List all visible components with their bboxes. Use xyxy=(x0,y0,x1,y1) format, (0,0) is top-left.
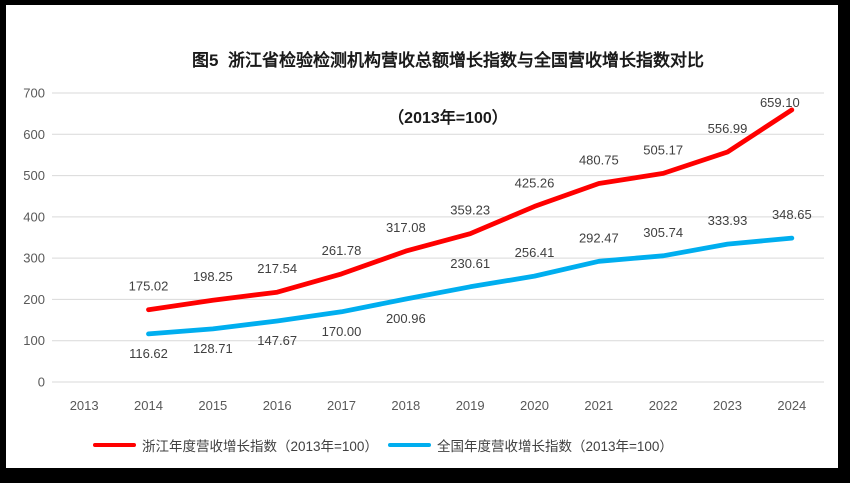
y-tick-label: 200 xyxy=(23,292,45,307)
y-tick-label: 700 xyxy=(23,86,45,101)
data-label: 505.17 xyxy=(643,142,683,157)
data-label: 348.65 xyxy=(772,207,812,222)
y-tick-label: 400 xyxy=(23,209,45,224)
chart-subtitle: （2013年=100） xyxy=(388,110,508,127)
legend-swatch-zhejiang-line xyxy=(93,442,136,448)
data-label: 556.99 xyxy=(708,121,748,136)
y-tick-label: 300 xyxy=(23,251,45,266)
x-tick-label: 2020 xyxy=(520,398,549,413)
data-label: 198.25 xyxy=(193,269,233,284)
data-label: 170.00 xyxy=(322,324,362,339)
data-label: 217.54 xyxy=(257,261,297,276)
series-line-1 xyxy=(146,235,795,337)
legend-label-zhejiang: 浙江年度营收增长指数（2013年=100） xyxy=(142,439,378,454)
data-label: 425.26 xyxy=(515,175,555,190)
legend-swatch-national-line xyxy=(387,442,431,448)
x-tick-label: 2024 xyxy=(777,398,806,413)
data-label: 116.62 xyxy=(129,346,168,361)
data-label: 333.93 xyxy=(708,213,748,228)
data-label: 305.74 xyxy=(643,225,683,240)
y-tick-label: 600 xyxy=(23,127,45,142)
x-tick-label: 2013 xyxy=(70,398,99,413)
x-tick-label: 2016 xyxy=(263,398,292,413)
data-label: 292.47 xyxy=(579,230,619,245)
data-label: 480.75 xyxy=(579,153,619,168)
x-tick-label: 2021 xyxy=(584,398,613,413)
y-tick-label: 100 xyxy=(23,333,45,348)
chart-title: 图5 浙江省检验检测机构营收总额增长指数与全国营收增长指数对比 xyxy=(192,51,704,70)
legend-label-national: 全国年度营收增长指数（2013年=100） xyxy=(436,439,673,454)
series-line-0 xyxy=(146,107,795,313)
data-label: 317.08 xyxy=(386,220,426,235)
data-label: 175.02 xyxy=(129,279,169,294)
data-label: 147.67 xyxy=(257,333,297,348)
x-tick-label: 2022 xyxy=(649,398,678,413)
data-label: 200.96 xyxy=(386,311,426,326)
x-tick-label: 2023 xyxy=(713,398,742,413)
data-label: 359.23 xyxy=(450,203,490,218)
x-tick-label: 2015 xyxy=(198,398,227,413)
data-label: 659.10 xyxy=(760,95,800,110)
y-tick-label: 500 xyxy=(23,168,45,183)
chart-title-block: 图5 浙江省检验检测机构营收总额增长指数与全国营收增长指数对比 （2013年=1… xyxy=(46,14,850,166)
x-tick-label: 2018 xyxy=(391,398,420,413)
data-label: 128.71 xyxy=(193,341,233,356)
data-label: 256.41 xyxy=(515,245,555,260)
data-label: 230.61 xyxy=(450,256,490,271)
x-tick-label: 2019 xyxy=(456,398,485,413)
legend: 浙江年度营收增长指数（2013年=100） 全国年度营收增长指数（2013年=1… xyxy=(93,436,673,454)
data-label: 261.78 xyxy=(322,243,362,258)
chart-background xyxy=(6,5,838,468)
x-tick-label: 2017 xyxy=(327,398,356,413)
y-tick-label: 0 xyxy=(38,375,45,390)
x-tick-label: 2014 xyxy=(134,398,163,413)
